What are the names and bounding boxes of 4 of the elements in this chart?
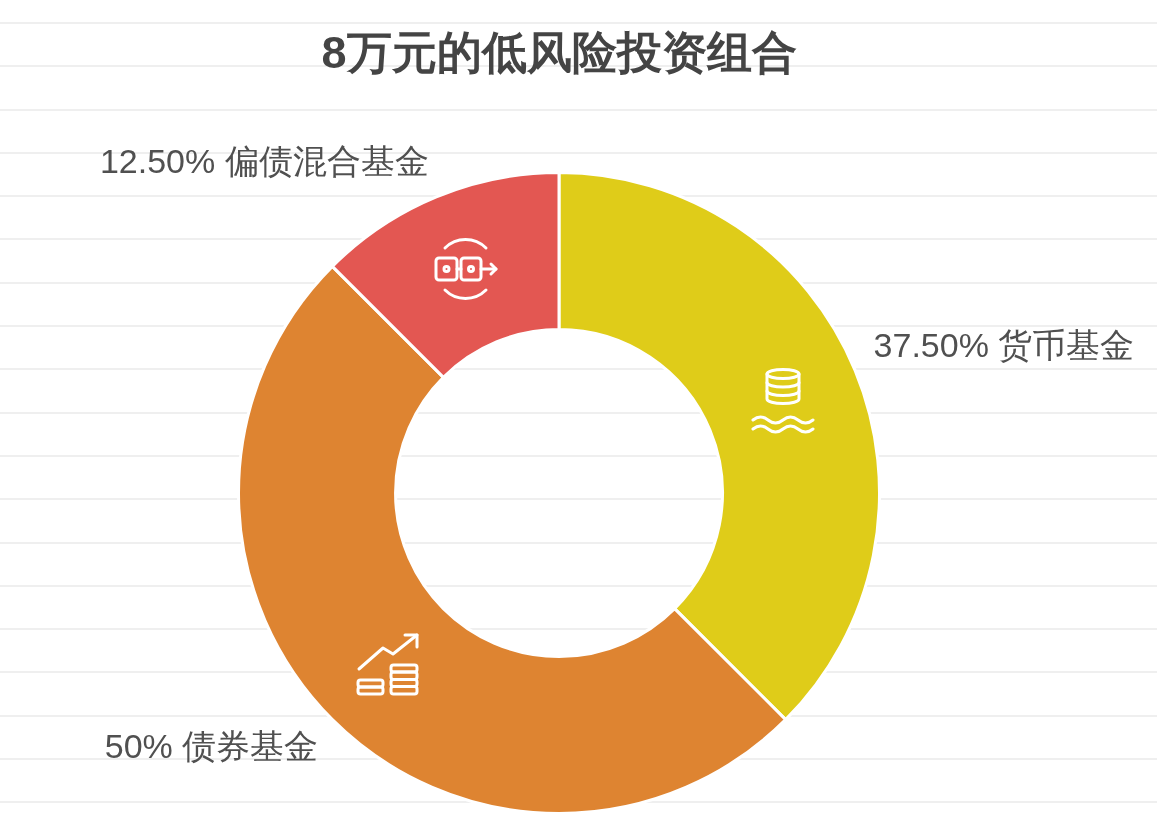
slice-label: 37.50% 货币基金 [873, 326, 1135, 365]
chart-title: 8万元的低风险投资组合 [321, 27, 797, 79]
slice-label: 12.50% 偏债混合基金 [99, 141, 429, 180]
slice-label: 50% 债券基金 [104, 727, 319, 766]
